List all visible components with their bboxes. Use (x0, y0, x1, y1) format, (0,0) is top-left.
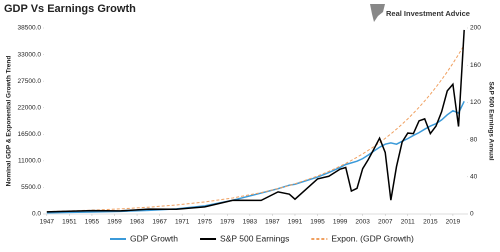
x-tick-label: 2015 (423, 219, 438, 226)
y2-axis-title: S&P 500 Earnings Annual (487, 81, 494, 160)
x-tick-label: 2003 (355, 219, 370, 226)
y2-tick-label: 80 (470, 136, 478, 143)
series-line (46, 44, 465, 213)
x-tick-label: 2007 (378, 219, 393, 226)
x-tick-label: 1975 (198, 219, 213, 226)
x-tick-label: 1955 (85, 219, 100, 226)
x-tick-label: 1983 (243, 219, 258, 226)
x-tick-label: 1971 (175, 219, 190, 226)
y2-tick-label: 0 (470, 211, 474, 218)
x-tick-label: 1995 (310, 219, 325, 226)
series-line (46, 101, 465, 214)
x-tick-label: 1959 (107, 219, 122, 226)
y2-tick-label: 160 (470, 62, 481, 69)
y-tick-label: 22000.0 (18, 104, 42, 111)
x-tick-label: 1979 (220, 219, 235, 226)
chart-title: GDP Vs Earnings Growth (4, 3, 136, 15)
y-tick-label: 5500.0 (21, 184, 41, 191)
x-tick-label: 1967 (152, 219, 167, 226)
legend-label: Expon. (GDP Growth) (331, 233, 414, 243)
y2-tick-label: 120 (470, 99, 481, 106)
y2-tick-label: 200 (470, 25, 481, 32)
x-tick-label: 1951 (62, 219, 77, 226)
x-tick-label: 1999 (333, 219, 348, 226)
series-line (46, 29, 465, 213)
y-tick-label: 38500.0 (18, 25, 42, 32)
legend-label: S&P 500 Earnings (220, 233, 289, 243)
logo-icon (370, 4, 385, 22)
y-axis-title: Nominal GDP & Exponential Growth Trend (6, 56, 13, 187)
y-tick-label: 11000.0 (18, 158, 41, 165)
logo: Real Investment Advice (370, 4, 470, 22)
x-tick-label: 2011 (401, 219, 415, 226)
x-tick-label: 1987 (265, 219, 280, 226)
logo-text: Real Investment Advice (386, 9, 470, 18)
x-tick-label: 1947 (40, 219, 55, 226)
y-tick-label: 33000.0 (18, 51, 42, 58)
y-tick-label: 0.0 (32, 211, 41, 218)
legend-label: GDP Growth (130, 233, 178, 243)
y2-tick-label: 40 (470, 174, 478, 181)
x-tick-label: 1991 (288, 219, 303, 226)
x-tick-label: 1963 (130, 219, 145, 226)
y-tick-label: 27500.0 (18, 78, 42, 85)
x-tick-label: 2019 (446, 219, 461, 226)
y-tick-label: 16500.0 (18, 131, 42, 138)
